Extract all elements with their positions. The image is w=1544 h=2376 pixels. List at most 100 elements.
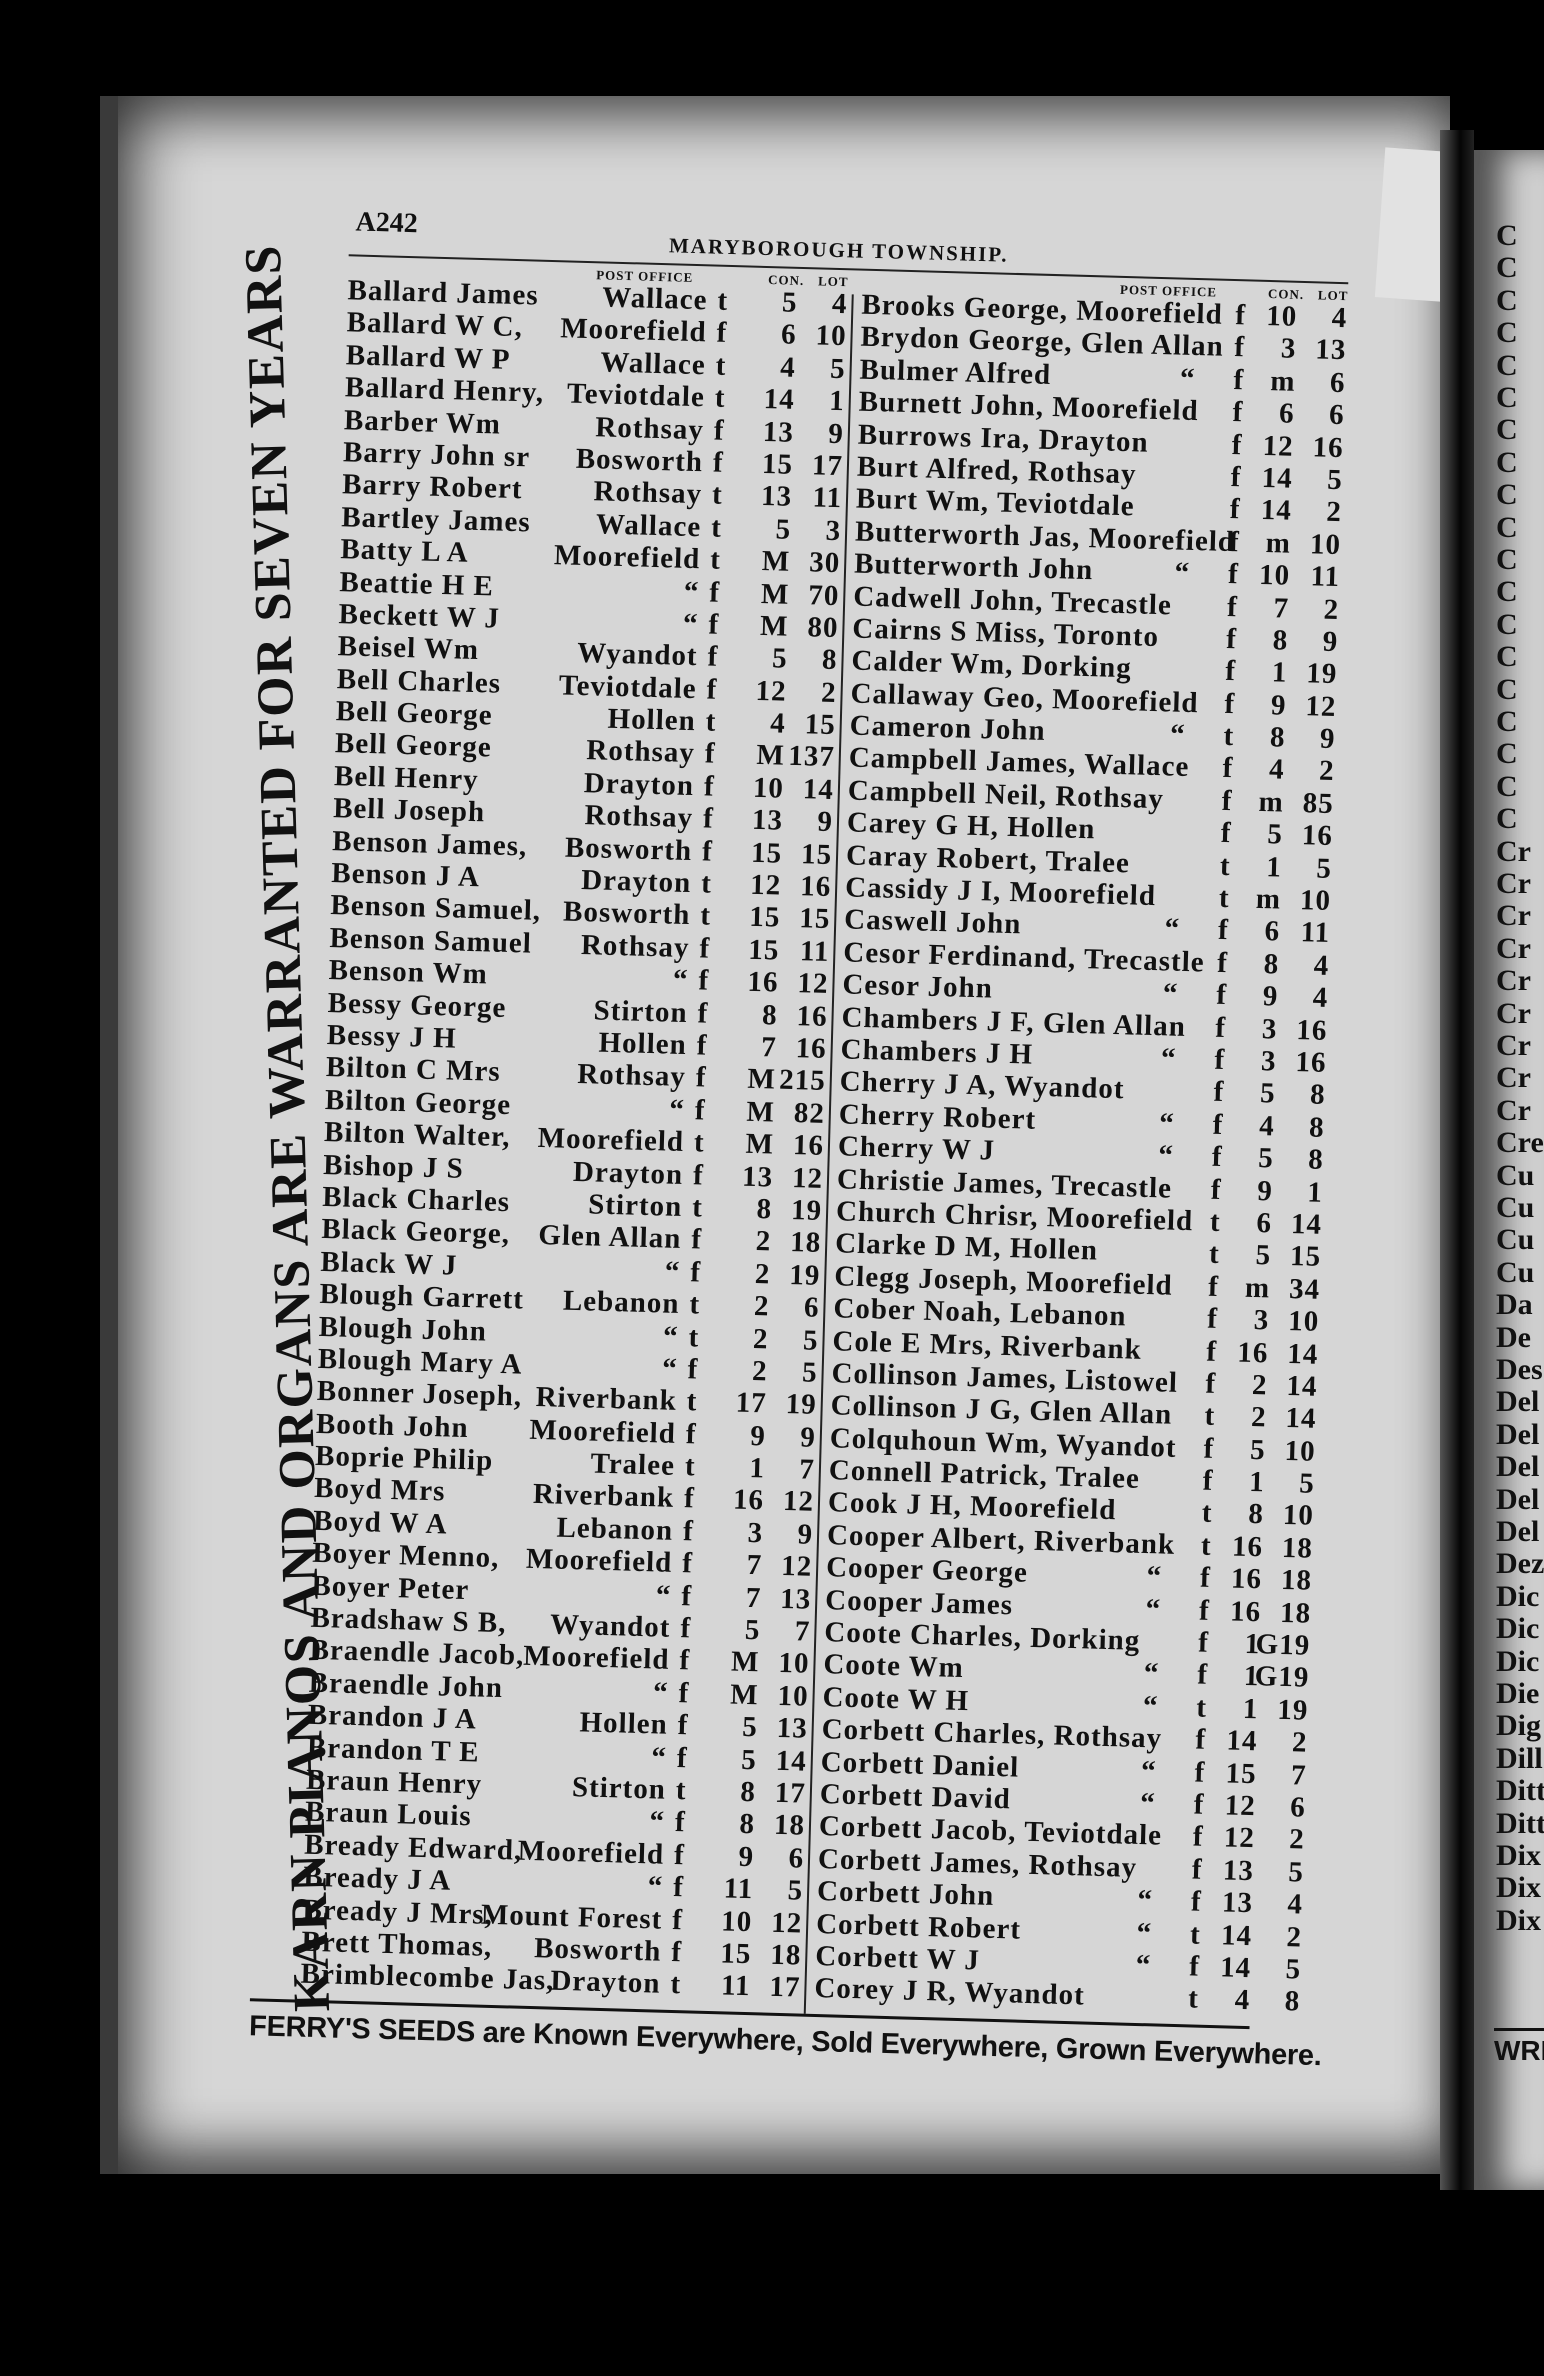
tenure-code: t xyxy=(1201,1497,1213,1530)
concession: 5 xyxy=(1249,1433,1267,1467)
resident-name: Brydon George, xyxy=(860,321,1074,359)
resident-name: Calder Wm, xyxy=(851,644,1014,682)
lot-number: 8 xyxy=(821,643,838,677)
post-office: Moorefield xyxy=(1075,294,1224,331)
next-page-name-fragment: Dez xyxy=(1496,1547,1544,1581)
resident-name: Collinson J G, xyxy=(830,1389,1022,1427)
resident-name: Christie James, xyxy=(836,1162,1045,1201)
lot-number: 11 xyxy=(1300,916,1331,950)
concession: M xyxy=(746,1095,776,1129)
tenure-code: f xyxy=(704,737,716,771)
concession: 16 xyxy=(1229,1595,1262,1628)
tenure-code: f xyxy=(703,770,716,803)
next-page-name-fragment: Cre xyxy=(1496,1126,1544,1160)
concession: M xyxy=(729,1678,760,1712)
tenure-code: f xyxy=(1222,752,1234,785)
lot-number: 70 xyxy=(807,578,840,612)
lot-number: 17 xyxy=(769,1971,801,2004)
concession: m xyxy=(1255,882,1282,916)
tenure-code: f xyxy=(1193,1788,1205,1821)
post-office: “ xyxy=(1158,1107,1176,1140)
concession: 6 xyxy=(780,318,798,352)
post-office: “ xyxy=(682,607,699,641)
post-office: Wallace xyxy=(600,346,707,382)
resident-name: Ballard W C, xyxy=(346,306,524,344)
tenure-code: f xyxy=(1202,1464,1214,1497)
resident-name: Booth John xyxy=(315,1407,470,1444)
lot-number: 16 xyxy=(792,1129,825,1163)
concession: 16 xyxy=(732,1483,765,1517)
resident-name: Boyd Mrs xyxy=(313,1472,446,1508)
tenure-code: f xyxy=(1224,655,1237,688)
tenure-code: t xyxy=(1219,849,1232,882)
post-office: Mount Forest xyxy=(480,1898,663,1936)
lot-number: 15 xyxy=(798,902,831,936)
tenure-code: f xyxy=(1227,558,1240,591)
lot-number: 6 xyxy=(1329,366,1346,399)
concession: 5 xyxy=(741,1711,759,1744)
post-office: “ xyxy=(1160,1042,1177,1075)
lot-number: 14 xyxy=(1285,1402,1317,1436)
lot-number: 5 xyxy=(787,1874,804,1907)
next-page-name-fragment: C xyxy=(1496,510,1518,544)
tenure-code: t xyxy=(686,1385,698,1418)
tenure-code: f xyxy=(692,1158,705,1192)
resident-name: Coote Charles, xyxy=(823,1616,1023,1654)
concession: 7 xyxy=(760,1031,778,1064)
lot-number: 7 xyxy=(1290,1758,1308,1792)
lot-number: 7 xyxy=(794,1615,811,1648)
tenure-code: f xyxy=(677,1709,689,1742)
tenure-code: f xyxy=(1221,784,1233,818)
post-office: Drayton xyxy=(549,1964,661,2000)
tenure-code: f xyxy=(1188,1950,1201,1983)
lot-number: 13 xyxy=(776,1712,809,1745)
lot-number: 16 xyxy=(1312,430,1345,464)
post-office: “ xyxy=(649,1805,666,1839)
post-office: Teviotdale xyxy=(566,377,706,414)
concession: 3 xyxy=(1253,1304,1270,1337)
concession: 14 xyxy=(1226,1724,1258,1758)
post-office: “ xyxy=(1136,1916,1153,1949)
post-office: Trecastle xyxy=(1050,1168,1173,1205)
lot-number: 10 xyxy=(778,1647,810,1681)
resident-name: Carey G H, xyxy=(846,806,1000,843)
next-page-name-fragment: C xyxy=(1496,283,1518,317)
next-page-name-fragment: Dic xyxy=(1496,1644,1540,1678)
resident-name: Cadwell John, xyxy=(852,580,1044,618)
tenure-code: t xyxy=(675,1774,688,1807)
next-page-name-fragment: Dill xyxy=(1496,1741,1543,1775)
concession: 5 xyxy=(1255,1239,1272,1272)
footer-advertisement: FERRY'S SEEDS are Known Everywhere, Sold… xyxy=(248,2010,1322,2073)
post-office: Moorefield xyxy=(529,1413,677,1450)
resident-name: Beisel Wm xyxy=(337,630,480,667)
post-office: Rothsay xyxy=(593,475,703,511)
resident-name: Bartley James xyxy=(340,500,532,539)
post-office: “ xyxy=(683,575,700,608)
tenure-code: t xyxy=(1209,1205,1222,1238)
resident-name: Cassidy J I, xyxy=(844,871,1002,908)
name-and-post-office: Cooper James xyxy=(825,1584,1014,1622)
concession: 8 xyxy=(756,1193,773,1226)
tenure-code: t xyxy=(1200,1529,1213,1562)
lot-number: 16 xyxy=(796,999,829,1033)
tenure-code: t xyxy=(709,543,722,576)
lot-number: 19 xyxy=(788,1258,821,1292)
name-and-post-office: Corey J R, Wyandot xyxy=(814,1972,1085,2012)
tenure-code: t xyxy=(710,511,723,544)
concession: 13 xyxy=(760,480,793,514)
post-office: “ xyxy=(662,1320,680,1353)
resident-name: Coote W H xyxy=(822,1680,970,1717)
tenure-code: t xyxy=(700,867,713,900)
concession: 4 xyxy=(1258,1109,1276,1143)
tenure-code: t xyxy=(1204,1399,1216,1433)
resident-name: Caswell John xyxy=(843,903,1022,941)
lot-number: 5 xyxy=(1287,1855,1305,1889)
next-page-name-fragment: Cr xyxy=(1496,899,1531,933)
tenure-code: f xyxy=(1207,1270,1220,1303)
lot-number: 11 xyxy=(1310,560,1341,594)
resident-name: Black George, xyxy=(321,1213,511,1251)
concession: 16 xyxy=(1230,1562,1263,1596)
resident-name: Cherry Robert xyxy=(838,1098,1037,1136)
next-page-name-fragment: Ditt xyxy=(1496,1774,1544,1808)
tenure-code: f xyxy=(1215,979,1228,1012)
